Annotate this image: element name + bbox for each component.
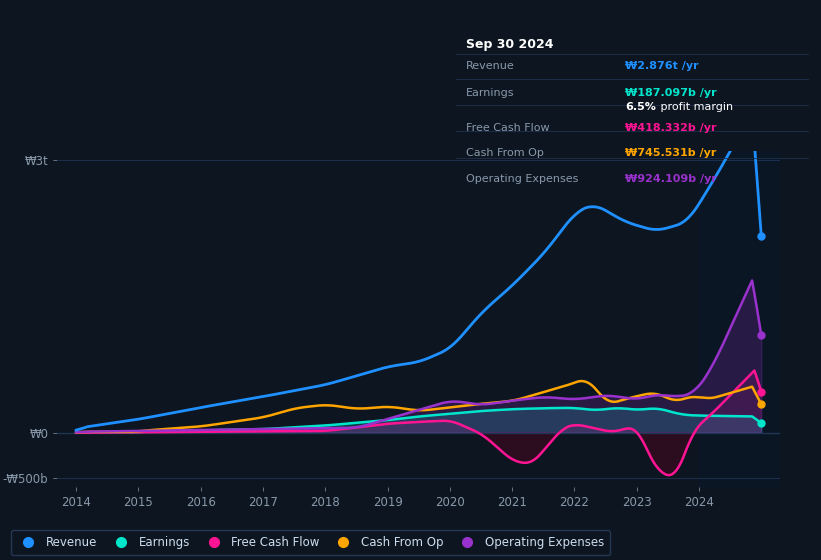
Text: Free Cash Flow: Free Cash Flow (466, 123, 550, 133)
Text: Earnings: Earnings (466, 88, 515, 97)
Text: Cash From Op: Cash From Op (466, 148, 544, 157)
Text: ₩924.109b /yr: ₩924.109b /yr (625, 174, 717, 184)
Bar (699, 151, 780, 487)
Text: Revenue: Revenue (466, 61, 515, 71)
Text: Operating Expenses: Operating Expenses (466, 174, 579, 184)
Text: Sep 30 2024: Sep 30 2024 (466, 38, 553, 51)
Text: ₩2.876t /yr: ₩2.876t /yr (625, 61, 699, 71)
Text: ₩187.097b /yr: ₩187.097b /yr (625, 88, 717, 97)
Text: 6.5%: 6.5% (625, 102, 656, 112)
Text: ₩745.531b /yr: ₩745.531b /yr (625, 148, 717, 157)
Legend: Revenue, Earnings, Free Cash Flow, Cash From Op, Operating Expenses: Revenue, Earnings, Free Cash Flow, Cash … (11, 530, 610, 555)
Text: profit margin: profit margin (657, 102, 733, 112)
Text: ₩418.332b /yr: ₩418.332b /yr (625, 123, 717, 133)
